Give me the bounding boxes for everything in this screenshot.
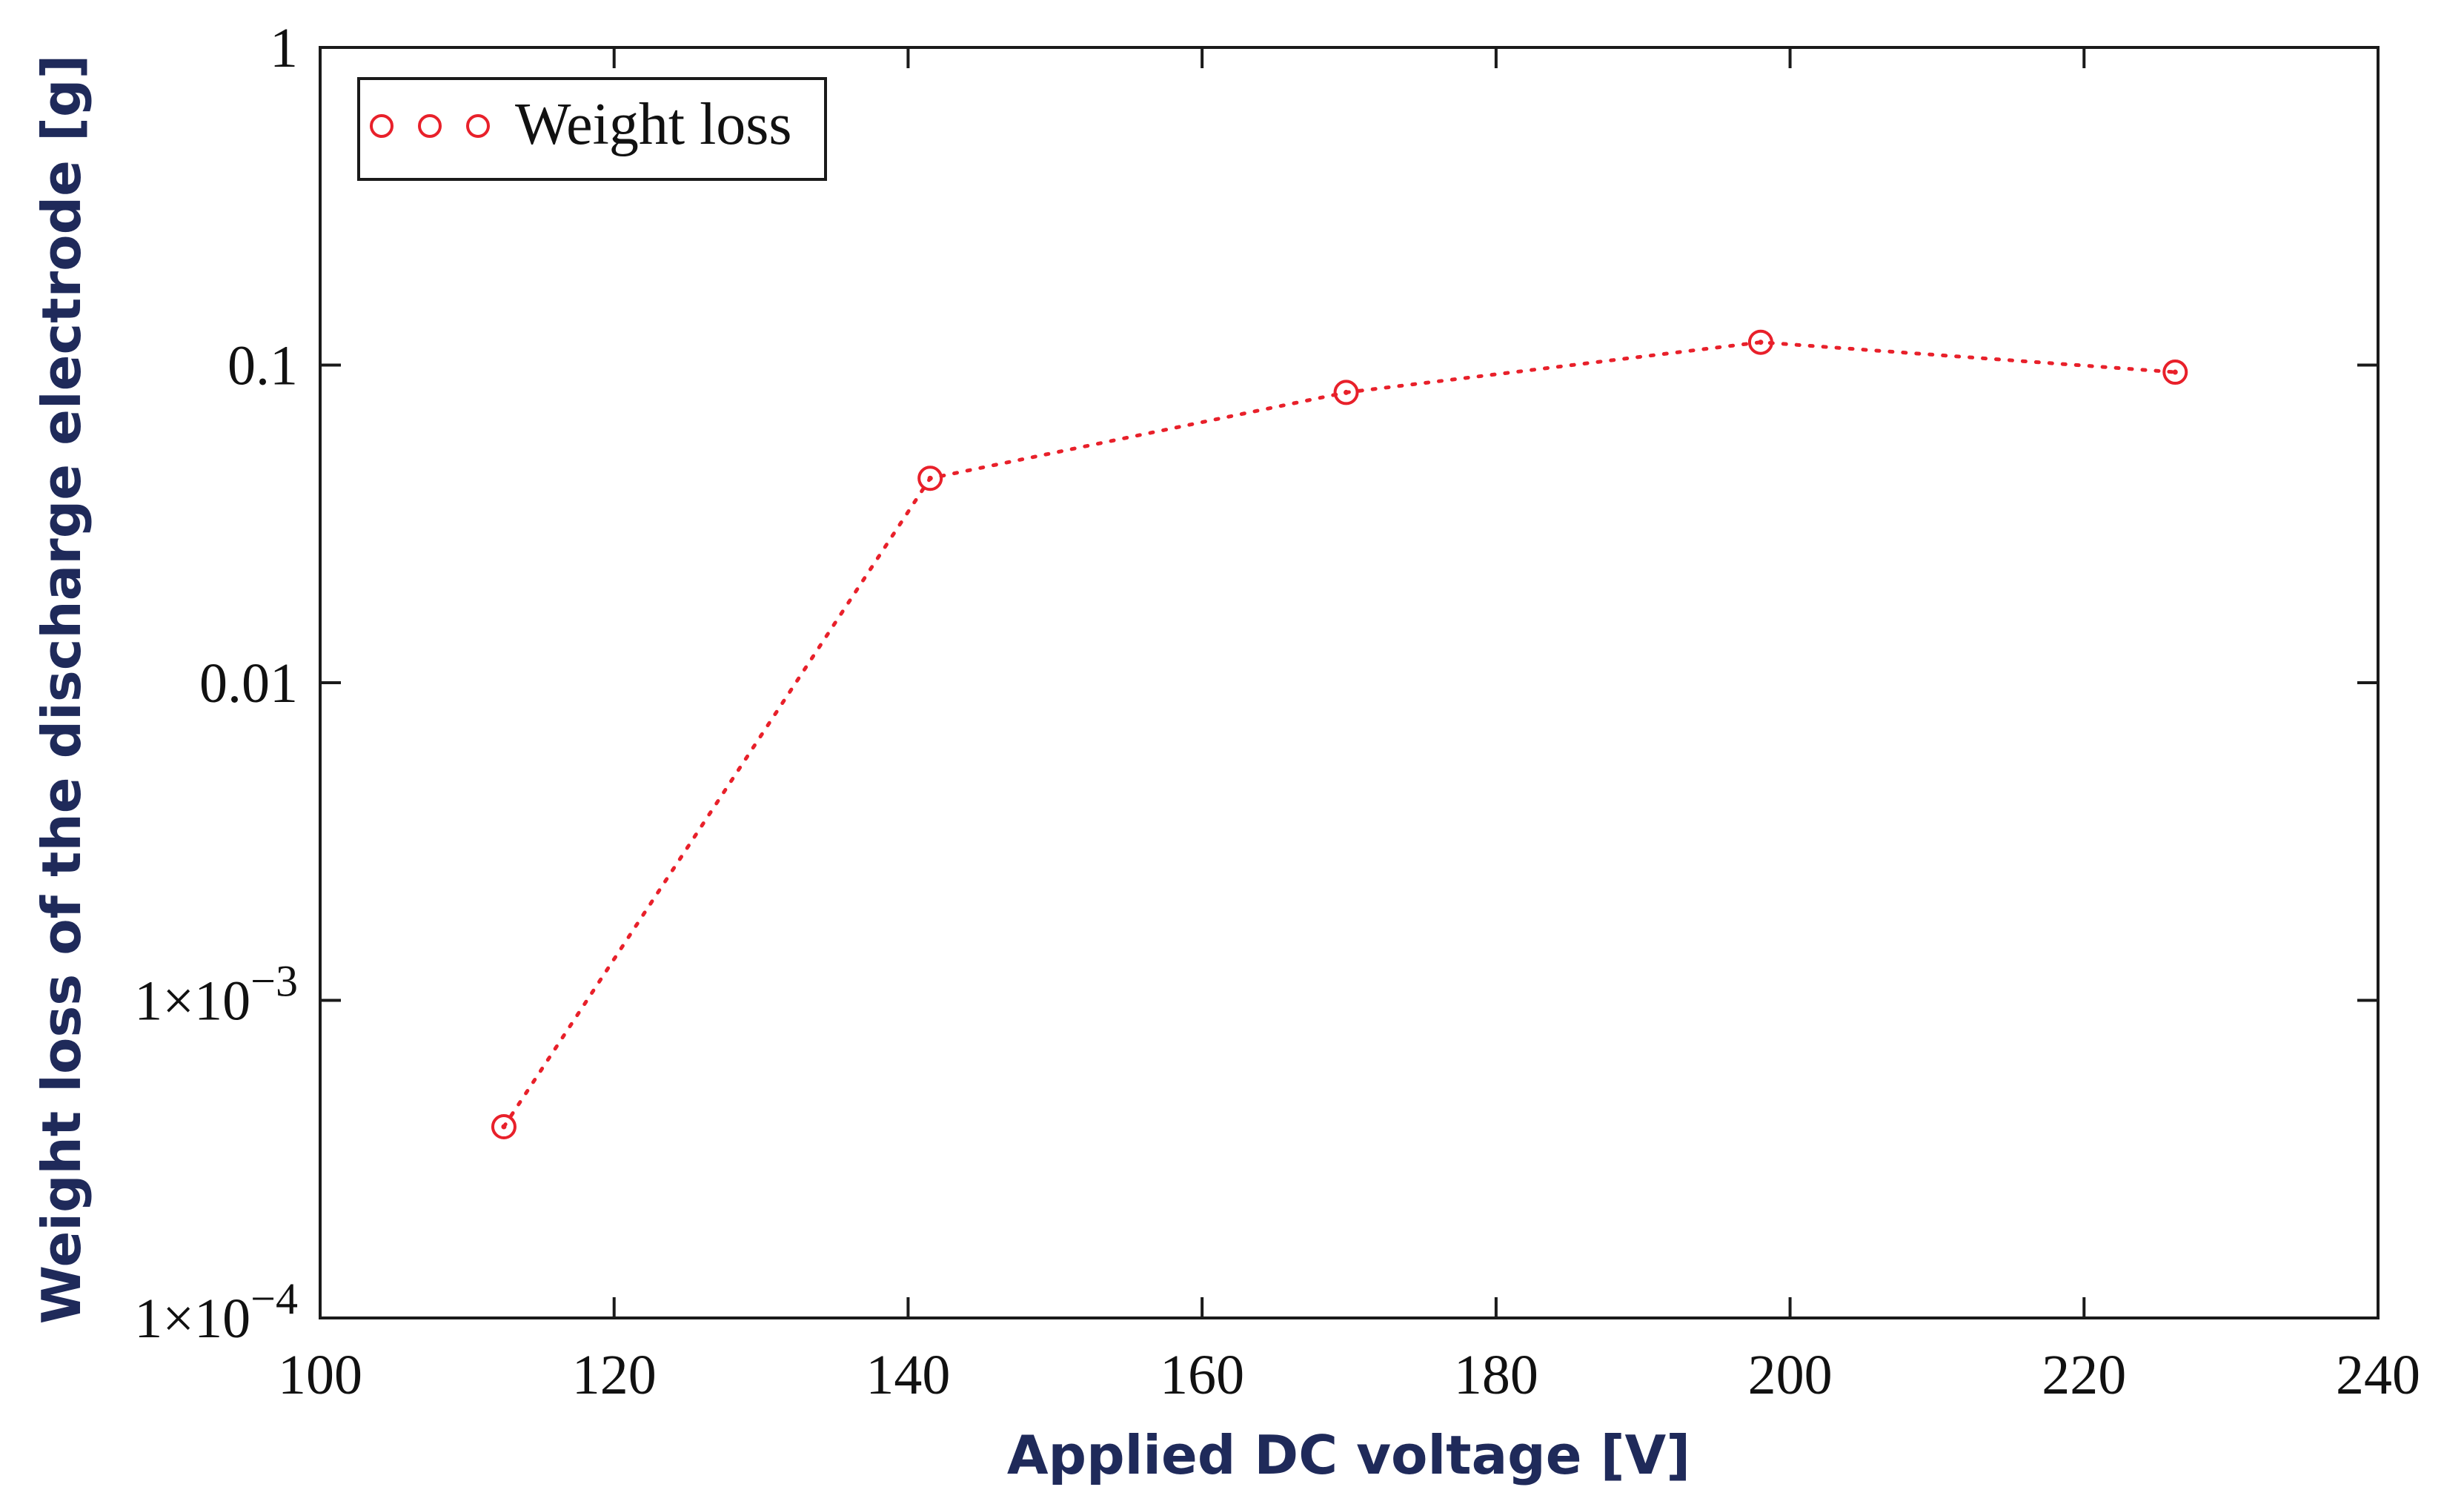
legend-marker (370, 114, 393, 138)
x-tick-label: 160 (1160, 1344, 1244, 1406)
series-line (502, 340, 2177, 1129)
plot-area-frame (319, 46, 2380, 1319)
data-point (491, 1114, 517, 1140)
x-tick-label: 140 (866, 1344, 950, 1406)
y-tick-label: 0.01 (199, 652, 298, 715)
series-layer (491, 329, 2188, 1140)
y-axis-title: Weight loss of the discharge electrode [… (30, 55, 93, 1325)
x-axis-ticks: 100 120 140 160 180 200 220 240 (278, 47, 2420, 1406)
data-point-center (927, 475, 933, 481)
y-tick-label: 1 (270, 17, 298, 79)
x-axis-title: Applied DC voltage [V] (1007, 1424, 1690, 1486)
x-tick-label: 200 (1748, 1344, 1833, 1406)
legend-marker (466, 114, 490, 138)
y-tick-label: 1×10−4 (134, 1274, 298, 1350)
data-point-center (501, 1124, 507, 1130)
data-point (2162, 360, 2188, 385)
data-point-center (2172, 369, 2178, 375)
data-point (917, 466, 943, 491)
x-tick-label: 120 (572, 1344, 657, 1406)
legend-box (357, 77, 827, 181)
x-tick-label: 100 (278, 1344, 362, 1406)
x-tick-label: 180 (1454, 1344, 1538, 1406)
data-point (1333, 380, 1359, 405)
legend-label: Weight loss (515, 92, 792, 157)
data-point (1747, 329, 1773, 355)
data-point-center (1758, 340, 1764, 345)
legend: Weight loss (357, 77, 827, 181)
x-tick-label: 240 (2336, 1344, 2420, 1406)
y-tick-label: 1×10−3 (134, 957, 298, 1033)
x-tick-label: 220 (2042, 1344, 2126, 1406)
data-point-center (1344, 389, 1349, 395)
legend-marker (418, 114, 442, 138)
y-tick-label: 0.1 (228, 335, 298, 397)
y-axis-ticks: 1 0.1 0.01 1×10−3 1×10−4 (134, 17, 2378, 1350)
